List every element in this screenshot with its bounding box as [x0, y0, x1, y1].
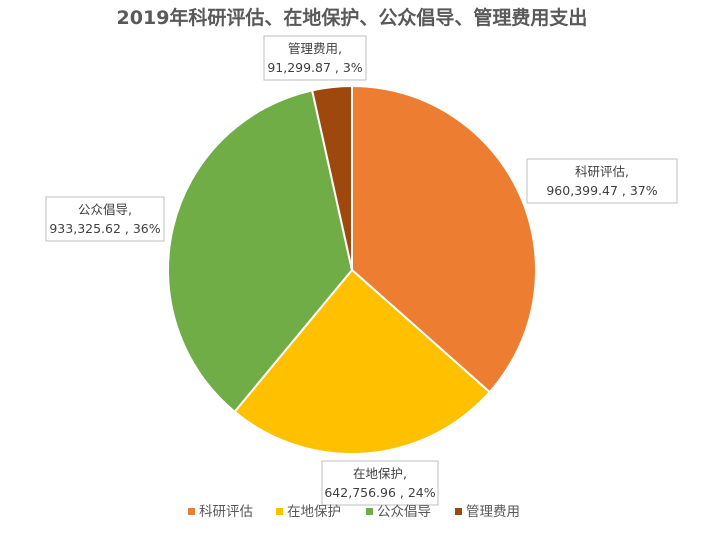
pie-slices	[167, 84, 537, 455]
legend-item-3: 公众倡导	[366, 504, 431, 520]
legend-swatch	[366, 508, 373, 515]
chart-title: 2019年科研评估、在地保护、公众倡导、管理费用支出	[117, 6, 588, 29]
data-label-2: 在地保护, 642,756.96 , 24%	[321, 460, 439, 506]
data-label-box	[321, 460, 439, 506]
pie-slice-2	[233, 268, 492, 455]
legend-item-2: 在地保护	[276, 504, 341, 520]
data-label-category: 科研评估,	[575, 164, 629, 179]
data-label-category: 管理费用,	[288, 41, 342, 56]
legend: 科研评估 在地保护 公众倡导 管理费用	[188, 504, 520, 520]
data-label-value: 91,299.87 , 3%	[267, 60, 362, 75]
legend-label: 公众倡导	[377, 504, 431, 520]
data-label-1: 科研评估, 960,399.47 , 37%	[526, 158, 678, 204]
legend-swatch	[188, 508, 195, 515]
data-label-value: 642,756.96 , 24%	[324, 485, 435, 500]
legend-swatch	[455, 508, 462, 515]
data-label-box	[263, 35, 367, 81]
data-label-category: 公众倡导,	[78, 202, 132, 217]
data-label-3: 公众倡导, 933,325.62 , 36%	[45, 196, 165, 242]
legend-item-1: 科研评估	[188, 504, 253, 520]
legend-label: 管理费用	[466, 504, 520, 520]
data-label-box	[45, 196, 165, 242]
pie-slice-3	[167, 89, 354, 414]
legend-swatch	[276, 508, 283, 515]
legend-label: 在地保护	[287, 504, 341, 520]
data-labels: 科研评估, 960,399.47 , 37% 在地保护, 642,756.96 , 2…	[45, 35, 678, 506]
data-label-category: 在地保护,	[353, 466, 407, 481]
legend-label: 科研评估	[199, 504, 253, 520]
pie-slice-1	[351, 84, 537, 394]
legend-item-4: 管理费用	[455, 504, 520, 520]
data-label-4: 管理费用, 91,299.87 , 3%	[263, 35, 367, 81]
data-label-box	[526, 158, 678, 204]
data-label-value: 960,399.47 , 37%	[546, 183, 657, 198]
data-label-value: 933,325.62 , 36%	[49, 221, 160, 236]
pie-slice-4	[310, 84, 353, 271]
